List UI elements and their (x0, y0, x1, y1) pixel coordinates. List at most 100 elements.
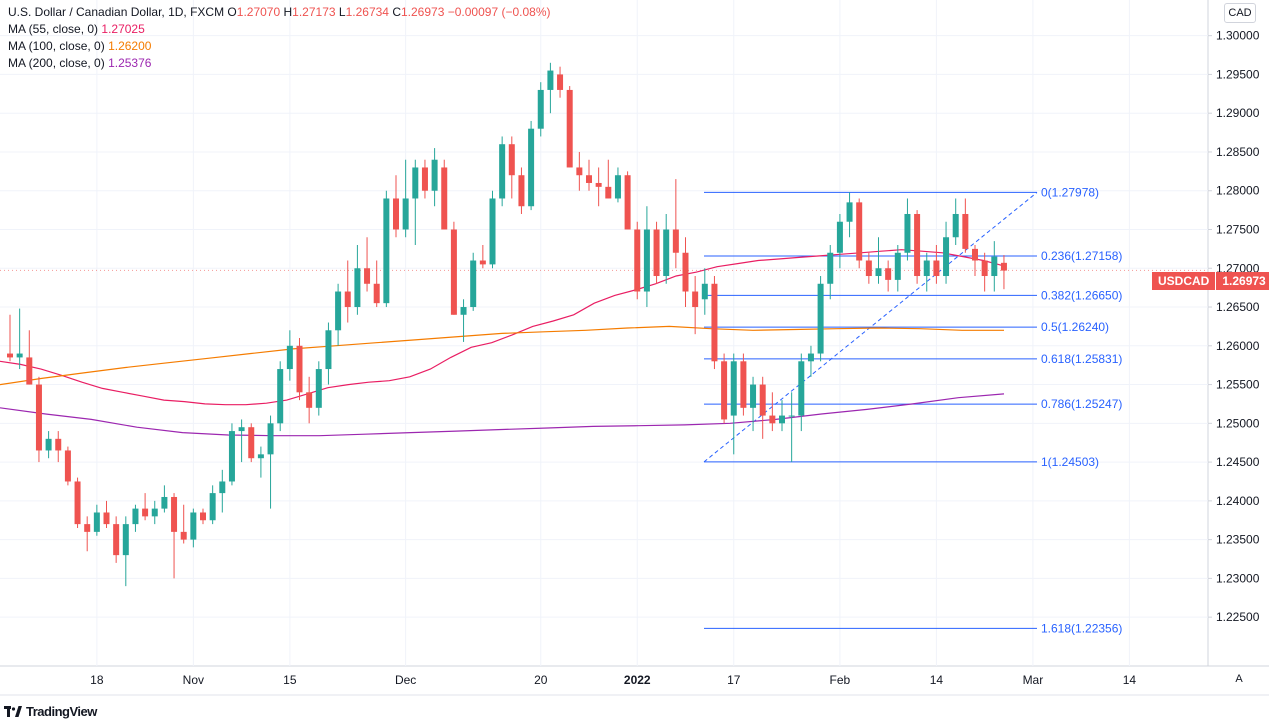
candle (663, 213, 670, 284)
candle-body (624, 175, 631, 230)
candle-body (643, 229, 650, 292)
candle-body (769, 415, 776, 424)
currency-button[interactable]: CAD (1224, 3, 1256, 23)
time-tick-label: 15 (283, 673, 297, 687)
candle-body (460, 307, 467, 315)
moving-averages (0, 249, 1005, 437)
candle (93, 504, 100, 536)
fib-trend-line (703, 192, 1038, 463)
candle-body (142, 508, 149, 517)
candle-body (489, 198, 496, 265)
legend-ma200[interactable]: MA (200, close, 0) 1.25376 (8, 56, 152, 70)
candle-body (93, 512, 100, 532)
tradingview-wordmark: TradingView (26, 704, 97, 719)
candle-body (219, 481, 226, 494)
candle (885, 260, 892, 292)
candle-body (508, 144, 515, 176)
candle (364, 237, 371, 292)
candle (807, 345, 814, 377)
candle (856, 198, 863, 269)
candle (296, 338, 303, 401)
candle (923, 252, 930, 292)
candle-body (55, 438, 62, 451)
candle-body (499, 144, 506, 199)
candle (412, 159, 419, 246)
candle (547, 62, 554, 114)
candle-body (421, 167, 428, 191)
candle-body (721, 361, 728, 420)
candle (972, 245, 978, 277)
candle (952, 198, 959, 246)
price-tick-label: 1.24500 (1216, 455, 1260, 469)
candle (64, 446, 71, 486)
candle (875, 237, 882, 284)
candle-body (151, 508, 158, 517)
candle-body (914, 213, 921, 277)
price-tick-label: 1.27000 (1216, 261, 1260, 275)
candle (450, 221, 457, 315)
candle-body (981, 260, 988, 277)
candle (74, 477, 81, 528)
candle-body (257, 454, 264, 459)
candle (460, 299, 467, 342)
fib-level-label: 0.5(1.26240) (1041, 320, 1109, 334)
candle-body (209, 493, 216, 521)
auto-scale-button[interactable]: A (1235, 673, 1243, 685)
price-tick-label: 1.30000 (1216, 29, 1260, 43)
ma55-line (0, 249, 1005, 406)
candle-body (412, 167, 419, 199)
candle-body (161, 496, 168, 509)
candle (711, 276, 718, 370)
candle (16, 308, 23, 370)
candle-body (885, 268, 892, 280)
fib-level-label: 1.618(1.22356) (1041, 621, 1122, 635)
candle (421, 159, 428, 199)
candle (682, 237, 689, 308)
candle (171, 493, 178, 579)
candle-body (653, 229, 660, 277)
candle-body (103, 512, 110, 525)
price-tick-label: 1.27500 (1216, 222, 1260, 236)
candle-body (393, 198, 399, 230)
fibonacci-retracement[interactable]: 0(1.27978) 0.236(1.27158) 0.382(1.26650) 0.… (703, 185, 1122, 635)
candle-body (16, 353, 23, 358)
price-tick-label: 1.23500 (1216, 533, 1260, 547)
candle (759, 376, 766, 439)
tradingview-logo-icon (4, 705, 22, 717)
candle (605, 159, 612, 199)
candle (132, 504, 139, 532)
candle-body (190, 512, 197, 540)
candle-body (518, 175, 525, 207)
time-tick-label: 14 (1123, 673, 1137, 687)
candlestick-series (7, 62, 1007, 587)
candle-body (537, 89, 544, 129)
candle (402, 159, 409, 238)
legend-ma55[interactable]: MA (55, close, 0) 1.27025 (8, 22, 145, 36)
fib-level-label: 1(1.24503) (1041, 455, 1099, 469)
legend-ma100[interactable]: MA (100, close, 0) 1.26200 (8, 39, 152, 53)
candle (624, 171, 631, 230)
candle-body (750, 384, 757, 408)
candle (470, 252, 477, 311)
candle-body (759, 384, 766, 416)
candle-body (923, 260, 930, 277)
candle (846, 192, 853, 238)
candle-body (904, 213, 911, 253)
candle (479, 245, 486, 269)
candle-body (595, 182, 602, 187)
candle-body (605, 186, 612, 199)
candle-body (228, 431, 235, 482)
candle (257, 446, 264, 478)
time-tick-label: Dec (395, 673, 416, 687)
time-axis[interactable]: 18 Nov 15 Dec 20 2022 17 Feb 14 Mar 14 (90, 673, 1136, 687)
candle-body (364, 268, 371, 284)
candle-body (730, 361, 737, 416)
price-axis[interactable]: 1.30000 1.29500 1.29000 1.28500 1.28000 1.275… (1208, 29, 1260, 624)
candle-body (614, 175, 621, 199)
footer-branding[interactable]: TradingView (4, 704, 97, 719)
candle (692, 276, 699, 335)
price-tick-label: 1.26000 (1216, 339, 1260, 353)
price-tick-label: 1.29000 (1216, 106, 1260, 120)
candle-body (479, 260, 486, 265)
